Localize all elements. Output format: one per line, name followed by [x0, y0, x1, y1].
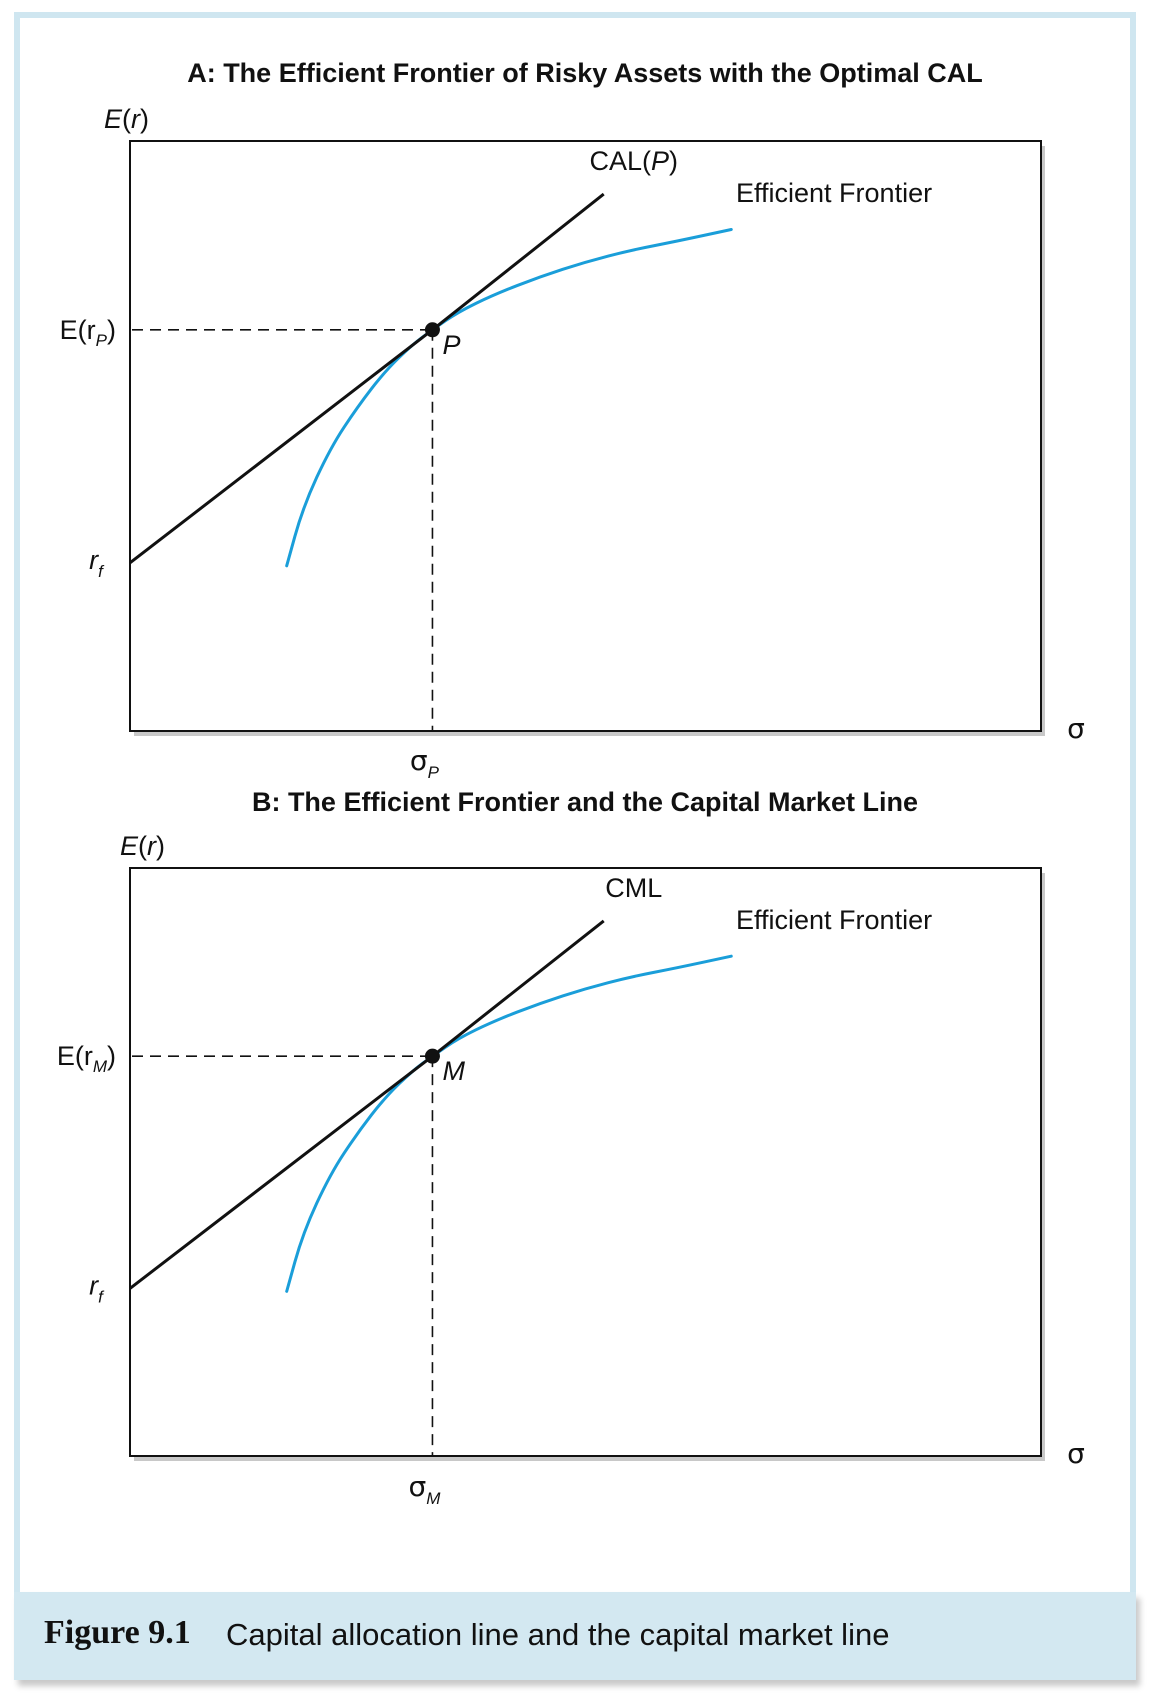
tangent-point-label: P	[442, 330, 460, 360]
chart-panel-a: A: The Efficient Frontier of Risky Asset…	[60, 58, 1085, 782]
x-tick-label: σP	[410, 744, 440, 782]
y-axis-label: E(r)	[120, 831, 165, 861]
efficient-frontier-label: Efficient Frontier	[736, 905, 932, 935]
chart-title: A: The Efficient Frontier of Risky Asset…	[187, 58, 983, 88]
tangent-point-m	[424, 1048, 440, 1064]
x-axis-label: σ	[1067, 712, 1085, 745]
tangent-point-label: M	[442, 1056, 465, 1086]
y-axis-label: E(r)	[104, 104, 149, 134]
caption-bar	[14, 1592, 1136, 1680]
chart-title: B: The Efficient Frontier and the Capita…	[252, 787, 918, 817]
tangent-point-p	[424, 322, 440, 338]
cml-label: CML	[605, 873, 662, 903]
cal-label: CAL(P)	[589, 146, 678, 176]
rf-label: rf	[89, 1270, 105, 1306]
efficient-frontier-label: Efficient Frontier	[736, 178, 932, 208]
y-tick-label: E(rM)	[57, 1041, 116, 1076]
plot-area	[129, 867, 1042, 1457]
plot-area	[129, 140, 1042, 732]
figure-label: Figure 9.1	[44, 1614, 191, 1651]
x-tick-label: σM	[408, 1470, 441, 1508]
y-tick-label: E(rP)	[60, 315, 116, 350]
chart-panel-b: B: The Efficient Frontier and the Capita…	[57, 787, 1085, 1508]
rf-label: rf	[89, 545, 105, 581]
x-axis-label: σ	[1067, 1437, 1085, 1470]
figure-caption: Capital allocation line and the capital …	[226, 1617, 890, 1652]
